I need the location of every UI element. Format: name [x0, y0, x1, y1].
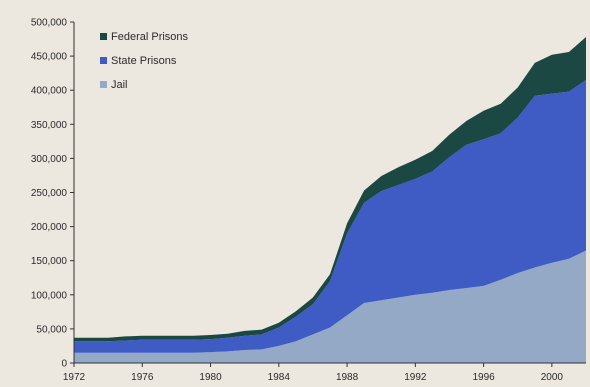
legend-swatch-state-prisons	[100, 57, 107, 64]
x-tick-label: 1996	[472, 372, 495, 383]
x-tick-label: 1992	[404, 372, 427, 383]
x-tick-label: 1988	[336, 372, 359, 383]
legend-swatch-jail	[100, 81, 107, 88]
y-tick-label: 300,000	[31, 154, 68, 165]
area-series-group	[74, 37, 586, 363]
y-tick-label: 50,000	[36, 324, 67, 335]
y-tick-label: 0	[61, 359, 67, 370]
area-federal-prisons	[74, 37, 586, 342]
y-tick-label: 500,000	[31, 18, 68, 29]
legend-label-federal-prisons: Federal Prisons	[111, 31, 189, 43]
y-tick-label: 200,000	[31, 222, 68, 233]
y-tick-label: 100,000	[31, 290, 68, 301]
x-tick-label: 1980	[199, 372, 222, 383]
y-tick-label: 350,000	[31, 120, 68, 131]
area-jail	[74, 250, 586, 363]
legend: Federal Prisons State Prisons Jail	[100, 31, 189, 91]
x-tick-label: 1972	[63, 372, 86, 383]
x-tick-label: 1984	[268, 372, 291, 383]
area-state-prisons	[74, 80, 586, 353]
x-tick-label: 1976	[131, 372, 154, 383]
legend-swatch-federal-prisons	[100, 33, 107, 40]
y-tick-label: 450,000	[31, 52, 68, 63]
axes-group: 0 50,000 100,000 150,000 200,000 250,000 300,0…	[31, 18, 586, 383]
legend-label-state-prisons: State Prisons	[111, 55, 177, 67]
legend-label-jail: Jail	[111, 79, 128, 91]
x-tick-label: 2000	[541, 372, 564, 383]
y-tick-label: 400,000	[31, 86, 68, 97]
y-tick-label: 150,000	[31, 256, 68, 267]
y-tick-label: 250,000	[31, 188, 68, 199]
